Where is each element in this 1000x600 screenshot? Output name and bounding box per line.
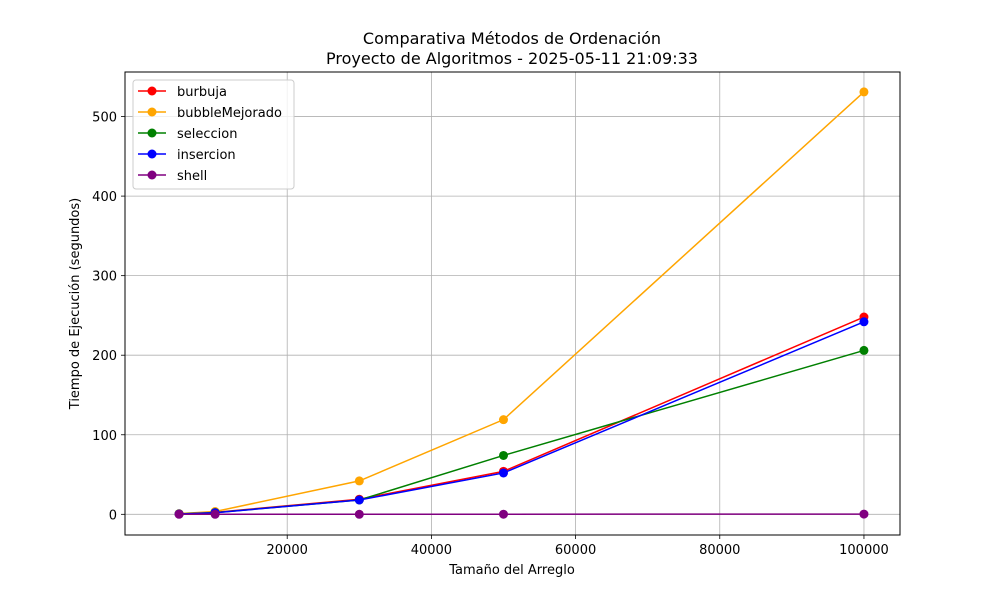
legend-marker [147,128,157,138]
x-tick-label: 60000 [555,543,596,558]
data-point [859,509,869,519]
y-tick-label: 0 [109,508,117,523]
legend-label: seleccion [177,127,237,142]
x-tick-label: 20000 [267,543,308,558]
legend-marker [147,149,157,159]
data-point [498,468,508,478]
data-point [859,317,869,327]
data-point [498,450,508,460]
legend-label: shell [177,169,207,184]
legend-box [132,79,295,190]
data-point [859,87,869,97]
series-shell [174,509,869,519]
data-point [354,509,364,519]
series-layer [174,87,869,519]
y-tick-label: 500 [92,111,117,126]
data-point [859,345,869,355]
legend-item: burbuja [138,85,227,100]
legend-item: seleccion [138,127,237,142]
y-tick-label: 100 [92,429,117,444]
legend-label: insercion [177,148,236,163]
data-point [174,509,184,519]
y-tick-label: 200 [92,349,117,364]
data-point [498,509,508,519]
x-tick-label: 100000 [839,543,889,558]
x-tick-label: 80000 [699,543,740,558]
legend-label: bubbleMejorado [177,106,282,121]
data-point [210,509,220,519]
grid [125,72,900,535]
legend-label: burbuja [177,85,227,100]
y-axis-label: Tiempo de Ejecución (segundos) [68,198,83,410]
data-point [354,476,364,486]
legend-marker [147,107,157,117]
chart-title-line1: Comparativa Métodos de Ordenación [363,29,661,48]
legend-item: shell [138,169,207,184]
legend: burbuja bubbleMejorado seleccion insercion s… [132,79,295,190]
x-axis-label: Tamaño del Arreglo [448,563,575,578]
legend-item: bubbleMejorado [138,106,282,121]
x-tick-label: 40000 [411,543,452,558]
data-point [498,415,508,425]
y-tick-label: 300 [92,270,117,285]
data-point [354,495,364,505]
plot-frame [124,71,901,536]
y-tick-label: 400 [92,190,117,205]
legend-marker [147,170,157,180]
ticks: 20000 40000 60000 80000 100000 0 100 200 300 400 5… [92,111,889,558]
chart-title-line2: Proyecto de Algoritmos - 2025-05-11 21:0… [326,49,698,68]
legend-item: insercion [138,148,236,163]
legend-marker [147,86,157,96]
